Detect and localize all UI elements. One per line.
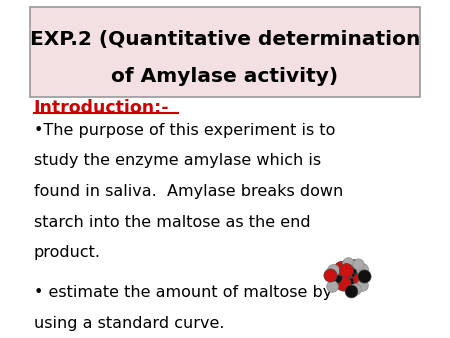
FancyBboxPatch shape bbox=[30, 7, 420, 97]
Point bbox=[339, 281, 346, 286]
Text: study the enzyme amylase which is: study the enzyme amylase which is bbox=[34, 153, 321, 168]
Point bbox=[343, 274, 351, 280]
Point bbox=[347, 288, 354, 293]
Point bbox=[342, 267, 349, 273]
Point bbox=[329, 267, 337, 273]
Text: Introduction:-: Introduction:- bbox=[34, 99, 169, 117]
Point bbox=[360, 273, 368, 279]
Text: EXP.2 (Quantitative determination: EXP.2 (Quantitative determination bbox=[30, 30, 420, 49]
Text: of Amylase activity): of Amylase activity) bbox=[112, 67, 338, 86]
Text: found in saliva.  Amylase breaks down: found in saliva. Amylase breaks down bbox=[34, 184, 343, 199]
Point bbox=[332, 274, 339, 280]
Text: • estimate the amount of maltose by: • estimate the amount of maltose by bbox=[34, 285, 332, 300]
Point bbox=[359, 282, 366, 287]
Point bbox=[328, 284, 335, 289]
Point bbox=[350, 264, 357, 269]
Point bbox=[344, 261, 351, 266]
Text: using a standard curve.: using a standard curve. bbox=[34, 316, 224, 331]
Point bbox=[327, 272, 334, 277]
Point bbox=[356, 276, 363, 282]
Point bbox=[351, 287, 359, 292]
Point bbox=[353, 269, 360, 274]
Point bbox=[335, 270, 342, 275]
Point bbox=[355, 261, 362, 267]
Point bbox=[348, 282, 355, 287]
Text: •The purpose of this experiment is to: •The purpose of this experiment is to bbox=[34, 123, 335, 138]
Text: starch into the maltose as the end: starch into the maltose as the end bbox=[34, 215, 310, 230]
Point bbox=[358, 266, 365, 271]
Text: product.: product. bbox=[34, 245, 101, 260]
Point bbox=[337, 265, 344, 270]
